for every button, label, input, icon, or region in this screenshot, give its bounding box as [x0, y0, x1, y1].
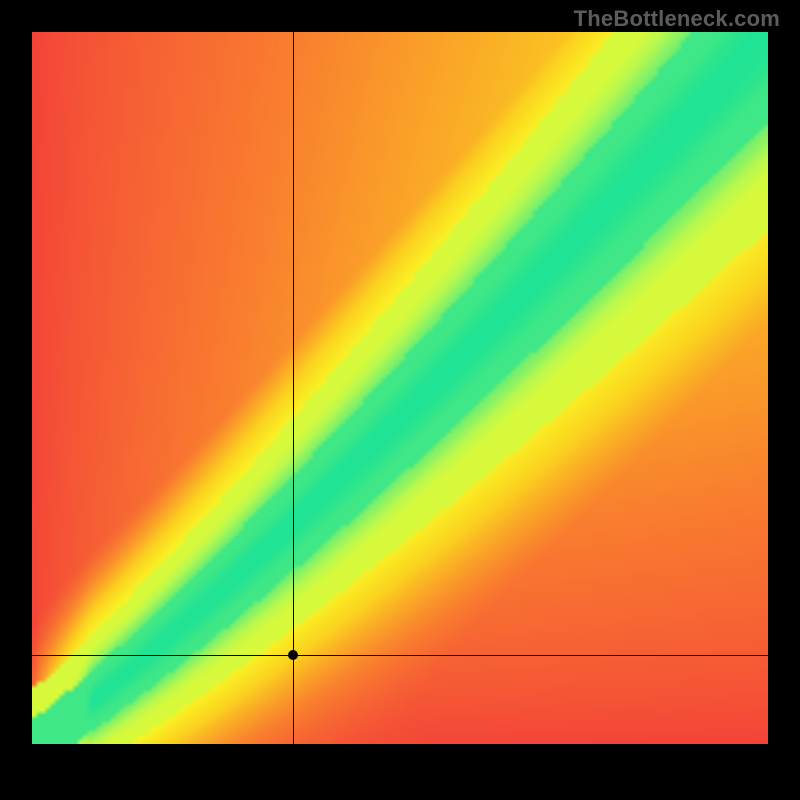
crosshair-vertical: [293, 32, 294, 744]
chart-stage: TheBottleneck.com: [0, 0, 800, 800]
watermark-text: TheBottleneck.com: [574, 6, 780, 32]
heatmap-canvas: [32, 32, 768, 744]
crosshair-marker: [288, 650, 298, 660]
crosshair-horizontal: [32, 655, 768, 656]
bottleneck-heatmap: [32, 32, 768, 744]
